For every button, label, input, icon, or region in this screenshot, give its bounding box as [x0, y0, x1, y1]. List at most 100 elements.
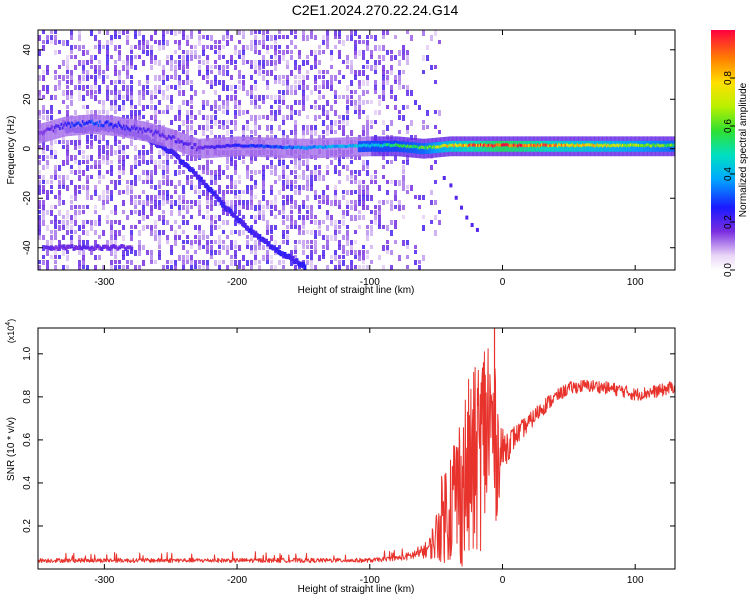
- spectrogram-noise-cell: [370, 195, 373, 201]
- spectrogram-noise-cell: [222, 245, 225, 250]
- spectrogram-noise-cell: [70, 90, 73, 96]
- spectrogram-ridge-cell: [316, 145, 320, 149]
- spectrogram-noise-cell: [354, 190, 357, 194]
- spectrogram-noise-cell: [342, 120, 345, 124]
- spectrogram-noise-cell: [294, 180, 297, 184]
- spectrogram-noise-cell: [226, 40, 229, 46]
- spectrogram-ridge-cell: [499, 143, 503, 147]
- spectrogram-noise-cell: [154, 195, 157, 201]
- spectrogram-noise-cell: [178, 255, 181, 261]
- spectrogram-ridge-cell: [351, 144, 354, 148]
- spectrogram-ridge-cell: [206, 145, 209, 149]
- spectrogram-noise-cell: [66, 90, 69, 95]
- spectrogram-noise-cell: [406, 130, 409, 134]
- spectrogram-ridge-cell: [433, 144, 436, 148]
- spectrogram-ridge-cell: [169, 135, 172, 139]
- spectrogram-noise-cell: [218, 165, 221, 171]
- spectrogram-ridge-halo: [68, 116, 71, 137]
- spectrogram-noise-cell: [214, 250, 217, 255]
- x-tick-label: 0: [500, 575, 506, 586]
- spectrogram-noise-cell: [142, 170, 145, 175]
- spectrogram-noise-cell: [274, 75, 277, 80]
- spectrogram-noise-cell: [178, 165, 181, 169]
- spectrogram-noise-cell: [370, 125, 373, 129]
- spectrogram-noise-cell: [246, 110, 249, 114]
- spectrogram-ridge-cell: [600, 143, 604, 147]
- spectrogram-noise-cell: [314, 170, 317, 176]
- spectrogram-ridge-cell: [665, 144, 669, 148]
- spectrogram-noise-cell: [366, 60, 369, 64]
- spectrogram-noise-cell: [334, 110, 337, 116]
- spectrogram-noise-cell: [118, 260, 121, 264]
- spectrogram-noise-cell: [210, 215, 213, 221]
- spectrogram-ridge-cell: [264, 144, 268, 148]
- spectrogram-noise-cell: [226, 210, 229, 216]
- spectrogram-noise-cell: [298, 85, 301, 90]
- spectrogram-ridge-cell: [393, 143, 397, 147]
- spectrogram-noise-cell: [374, 110, 377, 115]
- spectrogram-ridge-cell: [307, 146, 310, 150]
- spectrogram-ridge-cell: [486, 144, 489, 148]
- spectrogram-ridge-cell: [47, 127, 50, 131]
- spectrogram-noise-cell: [374, 220, 377, 225]
- spectrogram-noise-cell: [422, 120, 425, 124]
- spectrogram-noise-cell: [218, 200, 221, 206]
- spectrogram-ridge-cell: [87, 121, 90, 125]
- spectrogram-noise-cell: [186, 110, 189, 115]
- spectrogram-noise-cell: [214, 260, 217, 266]
- spectrogram-noise-cell: [134, 210, 137, 214]
- spectrogram-noise-cell: [86, 60, 89, 65]
- spectrogram-ridge-cell: [594, 144, 597, 148]
- spectrogram-branch-point: [454, 195, 458, 200]
- spectrogram-noise-cell: [130, 185, 133, 191]
- spectrogram-noise-cell: [214, 240, 217, 244]
- spectrogram-noise-cell: [186, 55, 189, 61]
- spectrogram-noise-cell: [394, 240, 397, 244]
- spectrogram-noise-cell: [214, 90, 217, 95]
- spectrogram-noise-cell: [362, 90, 365, 96]
- spectrogram-noise-cell: [62, 100, 65, 104]
- spectrogram-noise-cell: [78, 265, 81, 270]
- spectrogram-noise-cell: [42, 155, 45, 161]
- spectrogram-curved-band-cell: [303, 264, 307, 270]
- spectrogram-noise-cell: [110, 40, 113, 45]
- spectrogram-noise-cell: [250, 160, 253, 164]
- spectrogram-noise-cell: [322, 255, 325, 259]
- spectrogram-noise-cell: [302, 30, 305, 35]
- spectrogram-noise-cell: [270, 115, 273, 121]
- spectrogram-noise-cell: [230, 120, 233, 125]
- spectrogram-noise-cell: [82, 85, 85, 91]
- spectrogram-noise-cell: [390, 180, 393, 184]
- spectrogram-noise-cell: [158, 155, 161, 159]
- spectrogram-noise-cell: [110, 145, 113, 150]
- spectrogram-noise-cell: [374, 70, 377, 74]
- spectrogram-ridge-cell: [95, 122, 98, 126]
- spectrogram-noise-cell: [214, 80, 217, 86]
- spectrogram-noise-cell: [270, 130, 273, 134]
- spectrogram-noise-cell: [286, 165, 289, 169]
- spectrogram-ridge-cell: [215, 144, 219, 148]
- spectrogram-noise-cell: [90, 90, 93, 95]
- spectrogram-noise-cell: [282, 135, 285, 140]
- spectrogram-ridge-cell: [576, 143, 580, 147]
- spectrogram-noise-cell: [230, 245, 233, 250]
- spectrogram-noise-cell: [174, 75, 177, 80]
- spectrogram-noise-cell: [110, 170, 113, 176]
- spectrogram-noise-cell: [74, 230, 77, 234]
- spectrogram-noise-cell: [322, 250, 325, 256]
- spectrogram-ridge-halo: [47, 121, 50, 142]
- spectrogram-noise-cell: [110, 260, 113, 265]
- spectrogram-noise-cell: [110, 105, 113, 111]
- spectrogram-ridge-cell: [189, 142, 192, 146]
- spectrogram-noise-cell: [310, 215, 313, 219]
- spectrogram-noise-cell: [146, 85, 149, 89]
- spectrogram-noise-cell: [310, 35, 313, 39]
- spectrogram-noise-cell: [286, 200, 289, 205]
- spectrogram-noise-cell: [110, 250, 113, 256]
- spectrogram-noise-cell: [142, 210, 145, 215]
- spectrogram-ridge-cell: [649, 144, 653, 148]
- spectrogram-noise-cell: [38, 155, 41, 159]
- spectrogram-ridge-cell: [247, 144, 251, 148]
- spectrogram-ridge-cell: [506, 143, 509, 147]
- spectrogram-noise-cell: [82, 210, 85, 214]
